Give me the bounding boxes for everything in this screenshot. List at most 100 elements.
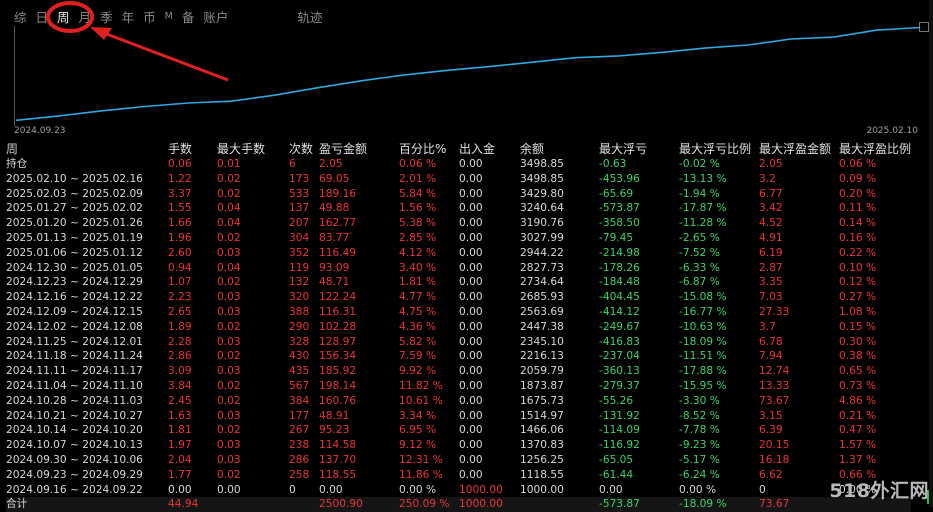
table-cell: -1.94 % [679, 187, 720, 200]
column-header[interactable]: 最大手数 [217, 142, 266, 156]
table-cell: 1675.73 [520, 394, 564, 407]
tab-0[interactable]: 综 [14, 9, 27, 25]
table-cell: 2024.09.23 ~ 2024.09.29 [6, 468, 143, 481]
right-edge-bar [929, 0, 933, 507]
table-row[interactable]: 2024.11.18 ~ 2024.11.24 2.86 0.02 430 156.34… [6, 349, 911, 364]
column-header[interactable]: 盈亏金额 [319, 142, 368, 156]
table-cell: 6.77 [759, 187, 783, 200]
table-row[interactable]: 2024.10.21 ~ 2024.10.27 1.63 0.03 177 48.91 3… [6, 409, 911, 424]
table-cell: 持仓 [6, 158, 28, 170]
column-header[interactable]: 百分比% [399, 142, 447, 156]
column-header[interactable]: 手数 [168, 142, 193, 156]
table-cell: -453.96 [599, 172, 640, 185]
table-cell: 2563.69 [520, 305, 564, 318]
table-cell: 207 [289, 217, 310, 230]
tab-8[interactable]: 备 [181, 9, 195, 25]
table-cell: 0.00 [168, 483, 192, 496]
table-cell: 6.19 [759, 246, 783, 259]
table-row[interactable]: 2024.11.04 ~ 2024.11.10 3.84 0.02 567 198.14… [6, 379, 911, 394]
table-cell: -249.67 [599, 320, 640, 333]
table-cell: 7.59 % [399, 350, 437, 363]
table-row[interactable]: 2024.12.16 ~ 2024.12.22 2.23 0.03 320 122.24… [6, 290, 911, 305]
table-cell: 1.37 % [839, 453, 877, 466]
column-header[interactable]: 最大浮亏 [599, 142, 648, 156]
table-row[interactable]: 2024.09.16 ~ 2024.09.22 0.00 0.00 0 0.00 0.00… [6, 483, 911, 498]
table-row[interactable]: 2024.12.09 ~ 2024.12.15 2.65 0.03 388 116.31… [6, 305, 911, 320]
table-row[interactable]: 2024.09.30 ~ 2024.10.06 2.04 0.03 286 137.70… [6, 453, 911, 468]
tab-2[interactable]: 周 [57, 9, 70, 25]
tab-7[interactable]: M [164, 10, 173, 22]
table-cell: 4.75 % [399, 305, 437, 318]
table-cell: -55.26 [599, 394, 634, 407]
table-cell: 2025.02.03 ~ 2025.02.09 [6, 187, 143, 200]
total-cell: 44.94 [168, 497, 217, 512]
table-row[interactable]: 2025.01.13 ~ 2025.01.19 1.96 0.02 304 83.77 2… [6, 231, 911, 246]
column-header[interactable]: 余额 [520, 142, 545, 156]
table-cell: 0.00 [459, 158, 483, 170]
table-cell: 0.01 [217, 158, 241, 170]
table-cell: -404.45 [599, 291, 640, 304]
tab-3[interactable]: 月 [78, 9, 92, 25]
table-row[interactable]: 2024.10.07 ~ 2024.10.13 1.97 0.03 238 114.58… [6, 438, 911, 453]
table-cell: -17.87 % [679, 202, 727, 215]
table-cell: 0.03 [217, 291, 241, 304]
table-cell: 0.00 [459, 320, 483, 333]
table-cell: 132 [289, 276, 310, 289]
total-cell [520, 497, 599, 512]
table-row[interactable]: 2024.09.23 ~ 2024.09.29 1.77 0.02 258 118.55… [6, 468, 911, 483]
table-row[interactable]: 2025.01.27 ~ 2025.02.02 1.55 0.04 137 49.88 1… [6, 201, 911, 216]
table-cell: -5.17 % [679, 453, 720, 466]
table-cell: 1466.06 [520, 424, 564, 437]
table-cell: 173 [289, 172, 310, 185]
table-cell: 137 [289, 202, 310, 215]
table-cell: 0.00 [459, 335, 483, 348]
table-row[interactable]: 2025.01.06 ~ 2025.01.12 2.60 0.03 352 116.49… [6, 246, 911, 261]
table-row[interactable]: 2025.02.03 ~ 2025.02.09 3.37 0.02 533 189.16… [6, 187, 911, 202]
table-cell: 0.00 [459, 439, 483, 452]
tab-4[interactable]: 季 [100, 9, 113, 25]
tab-6[interactable]: 币 [143, 9, 156, 25]
table-cell: 6.62 [759, 468, 783, 481]
table-row[interactable]: 持仓 0.06 0.01 6 2.05 0.06 % 0.00 3498.85 -0.63 -0.… [6, 157, 911, 172]
table-cell: 2.86 [168, 350, 192, 363]
table-cell: -214.98 [599, 246, 640, 259]
table-row[interactable]: 2025.02.10 ~ 2025.02.16 1.22 0.02 173 69.05 2… [6, 172, 911, 187]
column-header[interactable]: 出入金 [459, 142, 496, 156]
table-row[interactable]: 2024.11.25 ~ 2024.12.01 2.28 0.03 328 128.97… [6, 335, 911, 350]
table-cell: 286 [289, 453, 310, 466]
column-header[interactable]: 次数 [289, 142, 314, 156]
table-cell: 2025.01.13 ~ 2025.01.19 [6, 231, 143, 244]
table-cell: 0.00 [459, 305, 483, 318]
table-cell: 0.00 [459, 231, 483, 244]
table-row[interactable]: 2024.10.28 ~ 2024.11.03 2.45 0.02 384 160.76… [6, 394, 911, 409]
table-row[interactable]: 2024.12.30 ~ 2025.01.05 0.94 0.04 119 93.09 3… [6, 261, 911, 276]
table-row[interactable]: 2025.01.20 ~ 2025.01.26 1.66 0.04 207 162.77… [6, 216, 911, 231]
table-row[interactable]: 2024.11.11 ~ 2024.11.17 3.09 0.03 435 185.92… [6, 364, 911, 379]
table-cell: -65.69 [599, 187, 634, 200]
table-cell: -0.02 % [679, 158, 720, 170]
table-row[interactable]: 2024.12.23 ~ 2024.12.29 1.07 0.02 132 48.71 1… [6, 275, 911, 290]
table-cell: 3.42 [759, 202, 783, 215]
column-header[interactable]: 最大浮盈金额 [759, 142, 832, 156]
tab-5[interactable]: 年 [121, 9, 135, 25]
table-cell: -7.78 % [679, 424, 720, 437]
table-cell: 9.12 % [399, 439, 437, 452]
table-cell: 48.71 [319, 276, 350, 289]
table-cell: 11.82 % [399, 379, 443, 392]
table-cell: 4.86 % [839, 394, 877, 407]
table-cell: 122.24 [319, 291, 357, 304]
table-cell: -573.87 [599, 202, 640, 215]
table-cell: 5.38 % [399, 217, 437, 230]
table-cell: -6.87 % [679, 276, 720, 289]
column-header[interactable]: 周 [6, 142, 19, 156]
table-row[interactable]: 2024.10.14 ~ 2024.10.20 1.81 0.02 267 95.23 6… [6, 423, 911, 438]
table-cell: -358.50 [599, 217, 640, 230]
tab-9[interactable]: 账户 [203, 9, 229, 25]
column-header[interactable]: 最大浮亏比例 [679, 142, 752, 156]
table-row[interactable]: 2024.12.02 ~ 2024.12.08 1.89 0.02 290 102.28… [6, 320, 911, 335]
table-cell: 1000.00 [520, 483, 564, 496]
tab-10[interactable]: 轨迹 [297, 9, 323, 25]
column-header[interactable]: 最大浮盈比例 [839, 142, 912, 156]
table-cell: 7.03 [759, 291, 783, 304]
tab-1[interactable]: 日 [35, 9, 49, 25]
